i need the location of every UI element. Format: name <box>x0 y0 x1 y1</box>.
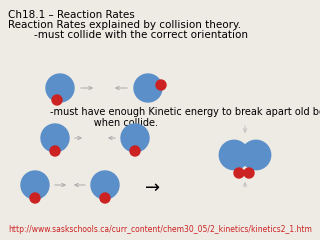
Text: -must collide with the correct orientation: -must collide with the correct orientati… <box>8 30 248 40</box>
Text: Ch18.1 – Reaction Rates: Ch18.1 – Reaction Rates <box>8 10 135 20</box>
Circle shape <box>52 95 62 105</box>
Circle shape <box>121 124 149 152</box>
Circle shape <box>100 193 110 203</box>
Circle shape <box>46 74 74 102</box>
Text: -must have enough Kinetic energy to break apart old bonds: -must have enough Kinetic energy to brea… <box>50 107 320 117</box>
Text: http://www.saskschools.ca/curr_content/chem30_05/2_kinetics/kinetics2_1.htm: http://www.saskschools.ca/curr_content/c… <box>8 225 312 234</box>
Circle shape <box>41 124 69 152</box>
Circle shape <box>134 74 162 102</box>
Circle shape <box>219 140 249 170</box>
Circle shape <box>241 140 271 170</box>
Circle shape <box>30 193 40 203</box>
Text: when collide.: when collide. <box>50 118 158 128</box>
Circle shape <box>91 171 119 199</box>
Circle shape <box>234 168 244 178</box>
Text: $\rightarrow$: $\rightarrow$ <box>141 178 161 196</box>
Text: Reaction Rates explained by collision theory.: Reaction Rates explained by collision th… <box>8 20 241 30</box>
Circle shape <box>130 146 140 156</box>
Circle shape <box>156 80 166 90</box>
Circle shape <box>50 146 60 156</box>
Circle shape <box>244 168 254 178</box>
Circle shape <box>21 171 49 199</box>
